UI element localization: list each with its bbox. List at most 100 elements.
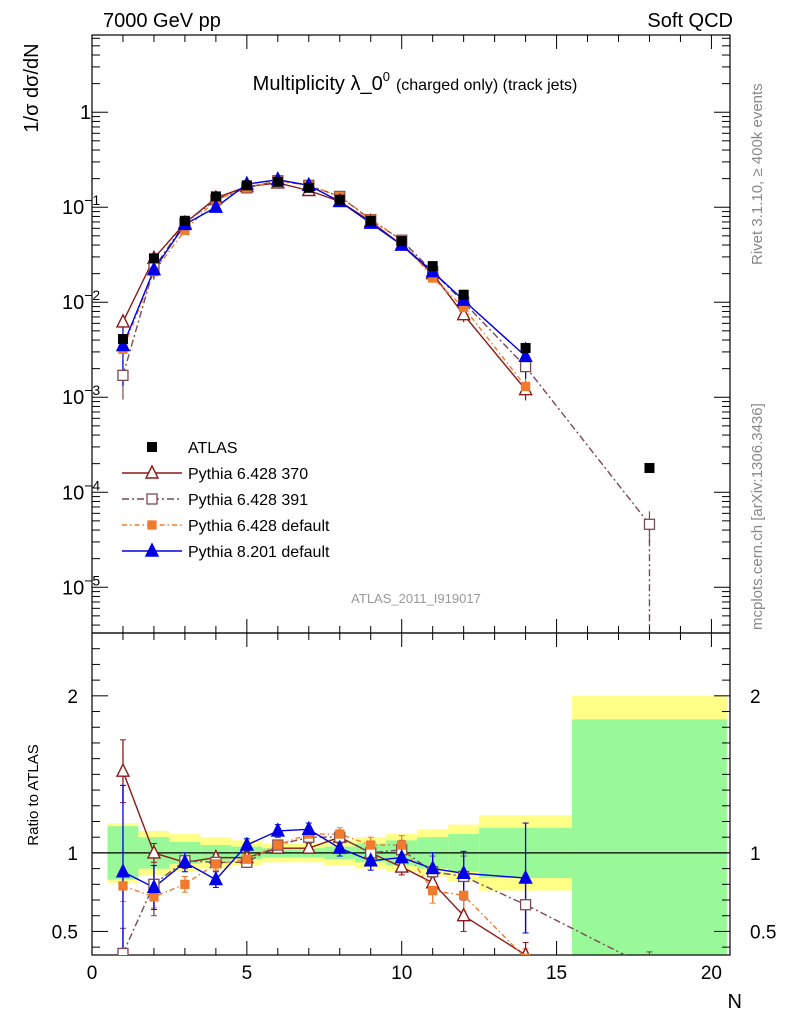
y-tick-label: 1 xyxy=(80,102,91,124)
ratio-point xyxy=(273,840,283,850)
atlas-point xyxy=(458,289,469,300)
atlas-point xyxy=(365,215,376,226)
ratio-point xyxy=(177,853,193,869)
atlas-point xyxy=(210,191,221,202)
ratio-point xyxy=(115,863,131,878)
y-tick-label: 10−4 xyxy=(62,477,100,504)
ratio-point xyxy=(363,852,378,867)
x-tick-label: 5 xyxy=(242,963,253,984)
x-tick-label: 20 xyxy=(701,963,722,984)
atlas-point xyxy=(520,342,531,353)
ratio-point xyxy=(146,844,162,859)
ratio-point xyxy=(335,829,345,839)
ratio-point xyxy=(115,762,131,777)
x-tick-label: 10 xyxy=(391,963,412,984)
data-point xyxy=(643,518,656,530)
header-process: Soft QCD xyxy=(647,10,733,32)
y-axis-label-ratio: Ratio to ATLAS xyxy=(25,744,42,845)
y-tick-label: 2 xyxy=(67,687,78,708)
data-point xyxy=(115,313,131,328)
mcplots-label: mcplots.cern.ch [arXiv:1306.3436] xyxy=(749,403,766,630)
ratio-point xyxy=(520,953,531,955)
ratio-point xyxy=(239,836,254,851)
y-tick-label: 0.5 xyxy=(750,922,776,943)
atlas-point xyxy=(334,194,345,205)
legend-label: Pythia 6.428 370 xyxy=(188,466,308,483)
legend-marker xyxy=(144,542,160,557)
ratio-point xyxy=(301,820,316,836)
ratio-point xyxy=(397,840,407,850)
data-point xyxy=(115,336,131,352)
main-panel: 10−5 10−4 10−3 10−2 10−1 1 xyxy=(62,34,731,955)
legend-label: Pythia 8.201 default xyxy=(188,544,330,561)
ratio-point xyxy=(644,963,654,973)
atlas-point xyxy=(427,261,438,272)
data-point xyxy=(146,261,162,276)
atlas-point xyxy=(396,236,407,247)
ratio-point xyxy=(394,849,409,864)
ratio-point xyxy=(425,860,440,875)
atlas-point xyxy=(272,176,283,187)
data-point xyxy=(117,369,129,382)
ratio-point xyxy=(118,881,128,891)
data-point xyxy=(456,306,471,321)
ratio-point xyxy=(332,839,347,854)
y-tick-label: 2 xyxy=(750,687,761,708)
atlas-point xyxy=(644,462,655,473)
ratio-point xyxy=(394,858,409,873)
y-tick-label: 10−2 xyxy=(62,287,100,314)
chart-title: Multiplicity λ_00(charged only) (track j… xyxy=(253,69,578,95)
ratio-frame xyxy=(91,632,731,956)
ratio-point xyxy=(366,840,376,850)
y-tick-label: 10−5 xyxy=(62,572,100,599)
ratio-point xyxy=(459,890,469,900)
legend-marker xyxy=(146,493,158,505)
ratio-point xyxy=(211,859,221,869)
x-tick-label: 15 xyxy=(546,963,567,984)
analysis-label: ATLAS_2011_I919017 xyxy=(351,591,481,606)
legend-marker xyxy=(147,520,157,530)
data-point xyxy=(520,381,531,392)
ratio-point xyxy=(180,879,190,889)
legend-label: ATLAS xyxy=(188,440,238,457)
ratio-point xyxy=(519,899,532,911)
data-point xyxy=(518,347,533,362)
x-tick-label: 0 xyxy=(87,963,98,984)
legend-label: Pythia 6.428 default xyxy=(188,518,330,535)
header-beam-energy: 7000 GeV pp xyxy=(103,10,221,32)
ratio-point xyxy=(456,907,471,922)
ratio-point xyxy=(149,892,159,902)
ratio-point xyxy=(456,864,471,880)
ratio-point xyxy=(146,878,162,894)
atlas-point xyxy=(303,182,314,193)
legend-label: Pythia 6.428 391 xyxy=(188,492,308,509)
ratio-point xyxy=(301,839,316,854)
data-point xyxy=(208,198,224,213)
ratio-panel: 0 5 10 15 20 0.5 0.5 1 1 2 2 xyxy=(52,632,776,984)
series-line xyxy=(122,180,527,387)
ratio-point xyxy=(425,874,440,889)
band-stat xyxy=(572,719,727,955)
ratio-point xyxy=(117,947,129,955)
atlas-point xyxy=(148,253,159,264)
series-line xyxy=(122,182,527,391)
data-point xyxy=(519,360,532,373)
rivet-version-label: Rivet 3.1.10, ≥ 400k events xyxy=(749,83,766,265)
atlas-point xyxy=(241,180,252,191)
legend-marker xyxy=(144,464,160,479)
main-series xyxy=(115,171,656,633)
atlas-point xyxy=(179,215,190,226)
y-tick-label: 0.5 xyxy=(52,922,78,943)
ratio-point xyxy=(428,885,438,896)
y-tick-label: 1 xyxy=(67,844,78,865)
y-tick-label: 10−3 xyxy=(62,382,100,409)
ratio-point xyxy=(242,854,252,864)
ratio-series xyxy=(115,739,654,973)
series-line xyxy=(122,178,527,357)
legend-marker xyxy=(147,442,157,452)
ratio-point xyxy=(208,871,224,886)
ratio-point xyxy=(518,869,533,884)
y-axis-label-main: 1/σ dσ/dN xyxy=(21,43,43,132)
ratio-line xyxy=(122,836,627,955)
